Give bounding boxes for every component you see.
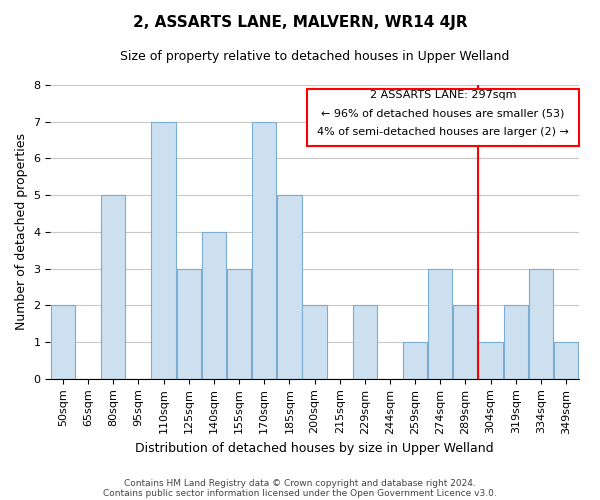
Bar <box>353 306 377 379</box>
Bar <box>227 268 251 379</box>
Text: 2, ASSARTS LANE, MALVERN, WR14 4JR: 2, ASSARTS LANE, MALVERN, WR14 4JR <box>133 15 467 30</box>
Y-axis label: Number of detached properties: Number of detached properties <box>15 134 28 330</box>
Bar <box>151 122 176 379</box>
Bar <box>453 306 478 379</box>
Text: ← 96% of detached houses are smaller (53): ← 96% of detached houses are smaller (53… <box>321 108 565 118</box>
Bar <box>302 306 327 379</box>
Text: 2 ASSARTS LANE: 297sqm: 2 ASSARTS LANE: 297sqm <box>370 90 516 101</box>
Bar <box>277 195 302 379</box>
Bar <box>428 268 452 379</box>
Text: Contains HM Land Registry data © Crown copyright and database right 2024.: Contains HM Land Registry data © Crown c… <box>124 478 476 488</box>
Bar <box>554 342 578 379</box>
Title: Size of property relative to detached houses in Upper Welland: Size of property relative to detached ho… <box>120 50 509 63</box>
Bar <box>202 232 226 379</box>
Bar <box>51 306 75 379</box>
Bar <box>529 268 553 379</box>
FancyBboxPatch shape <box>307 88 578 146</box>
X-axis label: Distribution of detached houses by size in Upper Welland: Distribution of detached houses by size … <box>135 442 494 455</box>
Bar <box>478 342 503 379</box>
Text: Contains public sector information licensed under the Open Government Licence v3: Contains public sector information licen… <box>103 488 497 498</box>
Bar <box>252 122 277 379</box>
Bar <box>503 306 528 379</box>
Bar <box>101 195 125 379</box>
Bar <box>403 342 427 379</box>
Bar <box>176 268 201 379</box>
Text: 4% of semi-detached houses are larger (2) →: 4% of semi-detached houses are larger (2… <box>317 127 569 137</box>
